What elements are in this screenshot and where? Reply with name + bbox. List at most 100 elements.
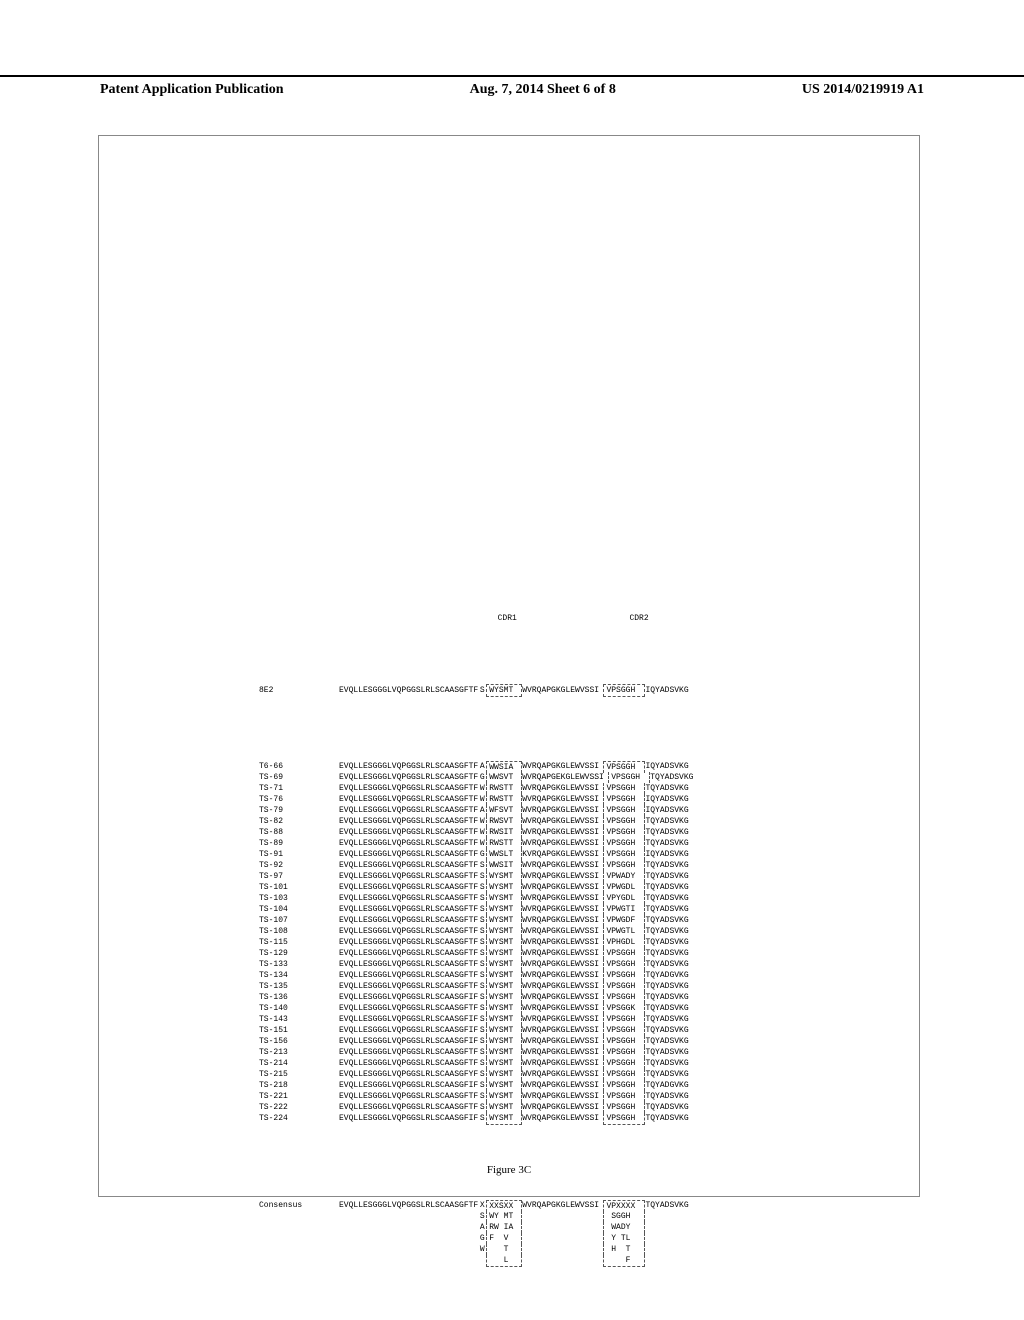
consensus-row: G F V Y TL bbox=[259, 1233, 693, 1244]
cdr1-cell: WYSMT bbox=[486, 992, 522, 1003]
seq-id: TS-69 bbox=[259, 772, 339, 783]
seq-id: TS-156 bbox=[259, 1036, 339, 1047]
cdr1-cell: WYSMT bbox=[486, 893, 522, 904]
sequence-rows: T6-66EVQLLESGGGLVQPGGSLRLSCAASGFTF A WWS… bbox=[259, 761, 693, 1124]
seq-id: TS-215 bbox=[259, 1069, 339, 1080]
sequence-alignment: CDR1 CDR2 8E2EVQLLESGGGLVQPGGSLRLSCAASGF… bbox=[259, 591, 693, 1299]
cdr1-cell: WYSMT bbox=[486, 1014, 522, 1025]
sequence-row: TS-224EVQLLESGGGLVQPGGSLRLSCAASGFIF S WY… bbox=[259, 1113, 693, 1124]
content-frame: CDR1 CDR2 8E2EVQLLESGGGLVQPGGSLRLSCAASGF… bbox=[98, 135, 920, 1197]
seq-id: TS-224 bbox=[259, 1113, 339, 1124]
consensus-row: ConsensusEVQLLESGGGLVQPGGSLRLSCAASGFTF X… bbox=[259, 1200, 693, 1211]
cdr1-cell: WYSMT bbox=[486, 915, 522, 926]
header-right: US 2014/0219919 A1 bbox=[802, 82, 924, 98]
cdr1-label: CDR1 bbox=[490, 613, 524, 624]
sequence-row: TS-221EVQLLESGGGLVQPGGSLRLSCAASGFTF S WY… bbox=[259, 1091, 693, 1102]
sequence-row: TS-140EVQLLESGGGLVQPGGSLRLSCAASGFTF S WY… bbox=[259, 1003, 693, 1014]
cdr1-cell: WYSMT bbox=[486, 937, 522, 948]
cdr1-cell: WYSMT bbox=[486, 871, 522, 882]
cdr2-cell: VPSGGH bbox=[603, 981, 645, 992]
seq-id: TS-89 bbox=[259, 838, 339, 849]
seq-id: TS-129 bbox=[259, 948, 339, 959]
sequence-row: T6-66EVQLLESGGGLVQPGGSLRLSCAASGFTF A WWS… bbox=[259, 761, 693, 772]
sequence-row: TS-92EVQLLESGGGLVQPGGSLRLSCAASGFTF S WWS… bbox=[259, 860, 693, 871]
cdr2-cell: VPSGGH bbox=[603, 827, 645, 838]
sequence-row: TS-222EVQLLESGGGLVQPGGSLRLSCAASGFTF S WY… bbox=[259, 1102, 693, 1113]
sequence-row: TS-76EVQLLESGGGLVQPGGSLRLSCAASGFTF W RWS… bbox=[259, 794, 693, 805]
cdr2-cell: VPSGGH bbox=[603, 948, 645, 959]
seq-id: TS-104 bbox=[259, 904, 339, 915]
ref-id: 8E2 bbox=[259, 685, 339, 696]
cdr2-cell: VPSGGH bbox=[603, 1080, 645, 1091]
cdr1-cell: WWSVT bbox=[486, 772, 522, 783]
sequence-row: TS-134EVQLLESGGGLVQPGGSLRLSCAASGFTF S WY… bbox=[259, 970, 693, 981]
cdr2-cell: VPSGGH bbox=[603, 970, 645, 981]
seq-id: TS-92 bbox=[259, 860, 339, 871]
sequence-row: TS-82EVQLLESGGGLVQPGGSLRLSCAASGFTF W RWS… bbox=[259, 816, 693, 827]
cdr1-cell: WWSIA bbox=[486, 761, 522, 773]
cdr2-cell: VPSGGH bbox=[603, 816, 645, 827]
sequence-row: TS-136EVQLLESGGGLVQPGGSLRLSCAASGFIF S WY… bbox=[259, 992, 693, 1003]
seq-id: TS-221 bbox=[259, 1091, 339, 1102]
seq-id: TS-79 bbox=[259, 805, 339, 816]
cdr1-cell: WYSMT bbox=[486, 1003, 522, 1014]
cdr1-cell: WYSMT bbox=[486, 1091, 522, 1102]
sequence-row: TS-91EVQLLESGGGLVQPGGSLRLSCAASGFTF G WWS… bbox=[259, 849, 693, 860]
seq-id: TS-76 bbox=[259, 794, 339, 805]
seq-id: TS-133 bbox=[259, 959, 339, 970]
cdr1-cell: WYSMT bbox=[486, 904, 522, 915]
cdr1-cell: WFSVT bbox=[486, 805, 522, 816]
sequence-row: TS-156EVQLLESGGGLVQPGGSLRLSCAASGFIF S WY… bbox=[259, 1036, 693, 1047]
reference-row: 8E2EVQLLESGGGLVQPGGSLRLSCAASGFTF S WYSMT… bbox=[259, 685, 693, 696]
sequence-row: TS-215EVQLLESGGGLVQPGGSLRLSCAASGFYF S WY… bbox=[259, 1069, 693, 1080]
cdr2-cell: VPYGDL bbox=[603, 893, 645, 904]
cdr2-cell: VPWGTL bbox=[603, 926, 645, 937]
cdr2-cell: VPSGGH bbox=[603, 1036, 645, 1047]
consensus-row: S WY MT SGGH bbox=[259, 1211, 693, 1222]
cdr2-label: CDR2 bbox=[619, 613, 659, 624]
cdr2-cell: VPSGGH bbox=[603, 838, 645, 849]
seq-id: TS-88 bbox=[259, 827, 339, 838]
seq-id: TS-71 bbox=[259, 783, 339, 794]
cdr1-cell: WYSMT bbox=[486, 1025, 522, 1036]
sequence-row: TS-101EVQLLESGGGLVQPGGSLRLSCAASGFTF S WY… bbox=[259, 882, 693, 893]
seq-id: TS-107 bbox=[259, 915, 339, 926]
cdr1-cell: WYSMT bbox=[486, 1113, 522, 1125]
cdr2-cell: VPSGGH bbox=[603, 1113, 645, 1125]
cdr2-cell: VPSGGH bbox=[603, 1069, 645, 1080]
seq-id: TS-115 bbox=[259, 937, 339, 948]
seq-id: TS-103 bbox=[259, 893, 339, 904]
sequence-row: TS-218EVQLLESGGGLVQPGGSLRLSCAASGFIF S WY… bbox=[259, 1080, 693, 1091]
seq-id: TS-143 bbox=[259, 1014, 339, 1025]
cdr1-cell: WYSMT bbox=[486, 1069, 522, 1080]
cdr2-cell: VPWADY bbox=[603, 871, 645, 882]
seq-id: TS-97 bbox=[259, 871, 339, 882]
consensus-row: W T H T bbox=[259, 1244, 693, 1255]
cdr2-cell: VPSGGH bbox=[603, 959, 645, 970]
cdr2-cell: VPSGGH bbox=[608, 772, 650, 783]
seq-id: TS-82 bbox=[259, 816, 339, 827]
seq-id: TS-218 bbox=[259, 1080, 339, 1091]
cdr2-cell: VPSGGH bbox=[603, 1047, 645, 1058]
seq-id: TS-151 bbox=[259, 1025, 339, 1036]
seq-id: TS-101 bbox=[259, 882, 339, 893]
cdr2-cell: VPSGGH bbox=[603, 860, 645, 871]
cdr2-cell: VPSGGK bbox=[603, 1003, 645, 1014]
cdr2-cell: VPSGGH bbox=[603, 1025, 645, 1036]
cdr1-cell: RWSTT bbox=[486, 794, 522, 805]
sequence-row: TS-129EVQLLESGGGLVQPGGSLRLSCAASGFTF S WY… bbox=[259, 948, 693, 959]
seq-id: TS-140 bbox=[259, 1003, 339, 1014]
cdr2-cell: VPSGGH bbox=[603, 992, 645, 1003]
cdr1-cell: WYSMT bbox=[486, 1102, 522, 1113]
sequence-row: TS-79EVQLLESGGGLVQPGGSLRLSCAASGFTF A WFS… bbox=[259, 805, 693, 816]
seq-id: T6-66 bbox=[259, 761, 339, 772]
cdr2-cell: VPWGDL bbox=[603, 882, 645, 893]
sequence-row: TS-115EVQLLESGGGLVQPGGSLRLSCAASGFTF S WY… bbox=[259, 937, 693, 948]
consensus-row: L F bbox=[259, 1255, 693, 1266]
cdr1-cell: RWSIT bbox=[486, 827, 522, 838]
seq-id: TS-214 bbox=[259, 1058, 339, 1069]
sequence-row: TS-213EVQLLESGGGLVQPGGSLRLSCAASGFTF S WY… bbox=[259, 1047, 693, 1058]
sequence-row: TS-88EVQLLESGGGLVQPGGSLRLSCAASGFTF W RWS… bbox=[259, 827, 693, 838]
sequence-row: TS-214EVQLLESGGGLVQPGGSLRLSCAASGFTF S WY… bbox=[259, 1058, 693, 1069]
header-center: Aug. 7, 2014 Sheet 6 of 8 bbox=[470, 82, 616, 98]
